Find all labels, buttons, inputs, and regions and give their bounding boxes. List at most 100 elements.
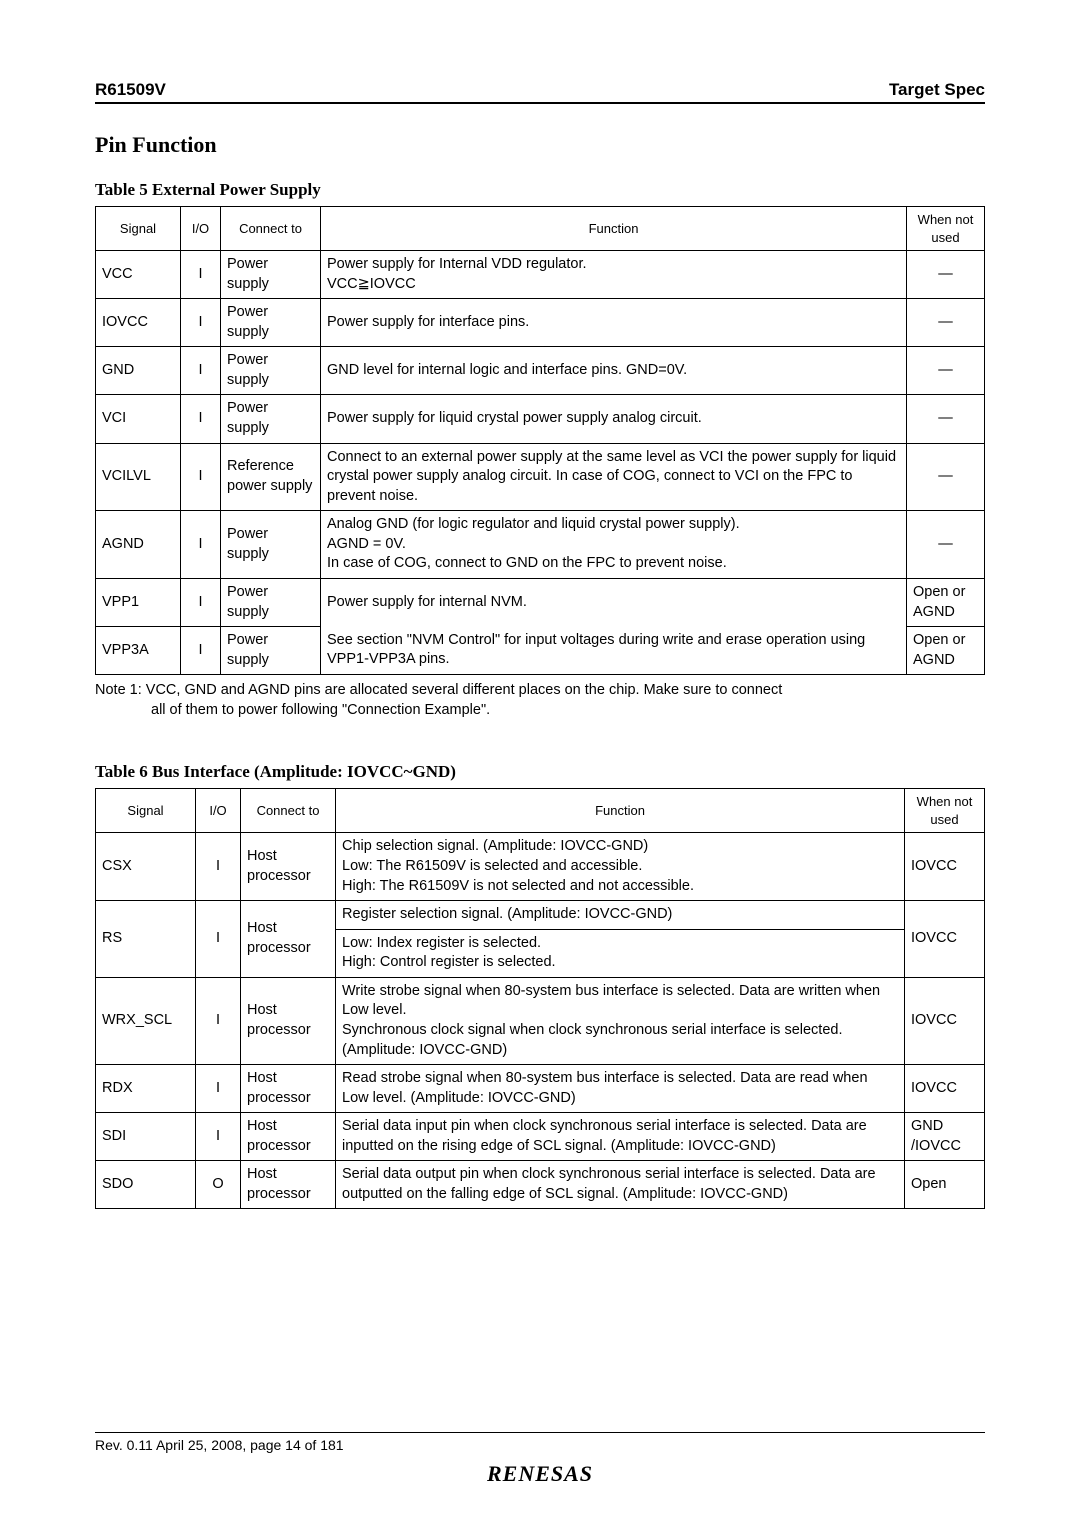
cell-connect: Host processor <box>241 1065 336 1113</box>
table-row: WRX_SCL I Host processor Write strobe si… <box>96 977 985 1064</box>
cell-when: Open or AGND <box>907 627 985 675</box>
cell-when: IOVCC <box>905 977 985 1064</box>
table-row: AGND I Power supply Analog GND (for logi… <box>96 511 985 579</box>
section-title: Pin Function <box>95 132 985 158</box>
cell-io: I <box>181 511 221 579</box>
table-row: IOVCC I Power supply Power supply for in… <box>96 299 985 347</box>
cell-function: Read strobe signal when 80-system bus in… <box>336 1065 905 1113</box>
table5: Signal I/O Connect to Function When not … <box>95 206 985 675</box>
th-io: I/O <box>181 207 221 251</box>
table5-note: Note 1: VCC, GND and AGND pins are alloc… <box>95 681 985 720</box>
cell-signal: VPP1 <box>96 578 181 626</box>
cell-io: I <box>181 443 221 511</box>
cell-signal: SDO <box>96 1161 196 1209</box>
table-row: SDO O Host processor Serial data output … <box>96 1161 985 1209</box>
note-line1: Note 1: VCC, GND and AGND pins are alloc… <box>95 682 782 698</box>
table-row: VPP3A I Power supply See section "NVM Co… <box>96 627 985 675</box>
cell-io: I <box>196 1065 241 1113</box>
table-row: RS I Host processor Register selection s… <box>96 901 985 930</box>
table-header-row: Signal I/O Connect to Function When not … <box>96 789 985 833</box>
cell-signal: GND <box>96 347 181 395</box>
table-row: RDX I Host processor Read strobe signal … <box>96 1065 985 1113</box>
cell-signal: VCILVL <box>96 443 181 511</box>
cell-io: I <box>181 578 221 626</box>
cell-io: I <box>181 347 221 395</box>
cell-io: I <box>181 251 221 299</box>
cell-when: ― <box>907 443 985 511</box>
cell-signal: CSX <box>96 833 196 901</box>
cell-connect: Host processor <box>241 1113 336 1161</box>
table6-caption: Table 6 Bus Interface (Amplitude: IOVCC~… <box>95 762 985 782</box>
cell-io: I <box>181 299 221 347</box>
cell-io: O <box>196 1161 241 1209</box>
cell-when: GND /IOVCC <box>905 1113 985 1161</box>
table-row: VCC I Power supply Power supply for Inte… <box>96 251 985 299</box>
table5-caption: Table 5 External Power Supply <box>95 180 985 200</box>
cell-function: Power supply for interface pins. <box>321 299 907 347</box>
cell-function: Serial data input pin when clock synchro… <box>336 1113 905 1161</box>
cell-signal: RS <box>96 901 196 978</box>
cell-when: ― <box>907 347 985 395</box>
th-signal: Signal <box>96 207 181 251</box>
th-io: I/O <box>196 789 241 833</box>
th-signal: Signal <box>96 789 196 833</box>
cell-io: I <box>181 627 221 675</box>
table-row: SDI I Host processor Serial data input p… <box>96 1113 985 1161</box>
cell-connect: Power supply <box>221 299 321 347</box>
page-header: R61509V Target Spec <box>95 80 985 104</box>
cell-connect: Power supply <box>221 251 321 299</box>
renesas-logo: RENESAS <box>487 1461 593 1486</box>
cell-io: I <box>196 1113 241 1161</box>
cell-function: Connect to an external power supply at t… <box>321 443 907 511</box>
cell-connect: Power supply <box>221 511 321 579</box>
cell-signal: SDI <box>96 1113 196 1161</box>
th-connect: Connect to <box>241 789 336 833</box>
footer-rev: Rev. 0.11 April 25, 2008, page 14 of 181 <box>95 1432 985 1453</box>
cell-when: IOVCC <box>905 901 985 978</box>
cell-function: Power supply for liquid crystal power su… <box>321 395 907 443</box>
th-when: When not used <box>907 207 985 251</box>
th-when: When not used <box>905 789 985 833</box>
cell-signal: VCC <box>96 251 181 299</box>
table-row: VPP1 I Power supply Power supply for int… <box>96 578 985 626</box>
page: R61509V Target Spec Pin Function Table 5… <box>0 0 1080 1527</box>
th-connect: Connect to <box>221 207 321 251</box>
cell-signal: RDX <box>96 1065 196 1113</box>
header-spec: Target Spec <box>889 80 985 100</box>
cell-connect: Power supply <box>221 578 321 626</box>
cell-when: IOVCC <box>905 833 985 901</box>
cell-function: Serial data output pin when clock synchr… <box>336 1161 905 1209</box>
cell-function: Power supply for Internal VDD regulator.… <box>321 251 907 299</box>
cell-connect: Host processor <box>241 977 336 1064</box>
cell-connect: Host processor <box>241 1161 336 1209</box>
table6: Signal I/O Connect to Function When not … <box>95 788 985 1209</box>
cell-when: ― <box>907 299 985 347</box>
cell-function: Chip selection signal. (Amplitude: IOVCC… <box>336 833 905 901</box>
table-row: CSX I Host processor Chip selection sign… <box>96 833 985 901</box>
cell-when: IOVCC <box>905 1065 985 1113</box>
cell-function: Write strobe signal when 80-system bus i… <box>336 977 905 1064</box>
cell-when: Open or AGND <box>907 578 985 626</box>
cell-connect: Reference power supply <box>221 443 321 511</box>
cell-function: See section "NVM Control" for input volt… <box>321 627 907 675</box>
cell-function: Power supply for internal NVM. <box>321 578 907 626</box>
table-row: VCI I Power supply Power supply for liqu… <box>96 395 985 443</box>
cell-connect: Host processor <box>241 901 336 978</box>
header-model: R61509V <box>95 80 166 100</box>
note-line2: all of them to power following "Connecti… <box>95 701 985 721</box>
cell-when: ― <box>907 395 985 443</box>
cell-connect: Power supply <box>221 395 321 443</box>
cell-signal: VPP3A <box>96 627 181 675</box>
cell-when: Open <box>905 1161 985 1209</box>
cell-function: Analog GND (for logic regulator and liqu… <box>321 511 907 579</box>
cell-signal: VCI <box>96 395 181 443</box>
cell-function: Low: Index register is selected.High: Co… <box>336 929 905 977</box>
cell-function: GND level for internal logic and interfa… <box>321 347 907 395</box>
cell-signal: WRX_SCL <box>96 977 196 1064</box>
table-row: VCILVL I Reference power supply Connect … <box>96 443 985 511</box>
th-function: Function <box>321 207 907 251</box>
cell-io: I <box>196 833 241 901</box>
cell-connect: Host processor <box>241 833 336 901</box>
th-function: Function <box>336 789 905 833</box>
cell-io: I <box>196 901 241 978</box>
